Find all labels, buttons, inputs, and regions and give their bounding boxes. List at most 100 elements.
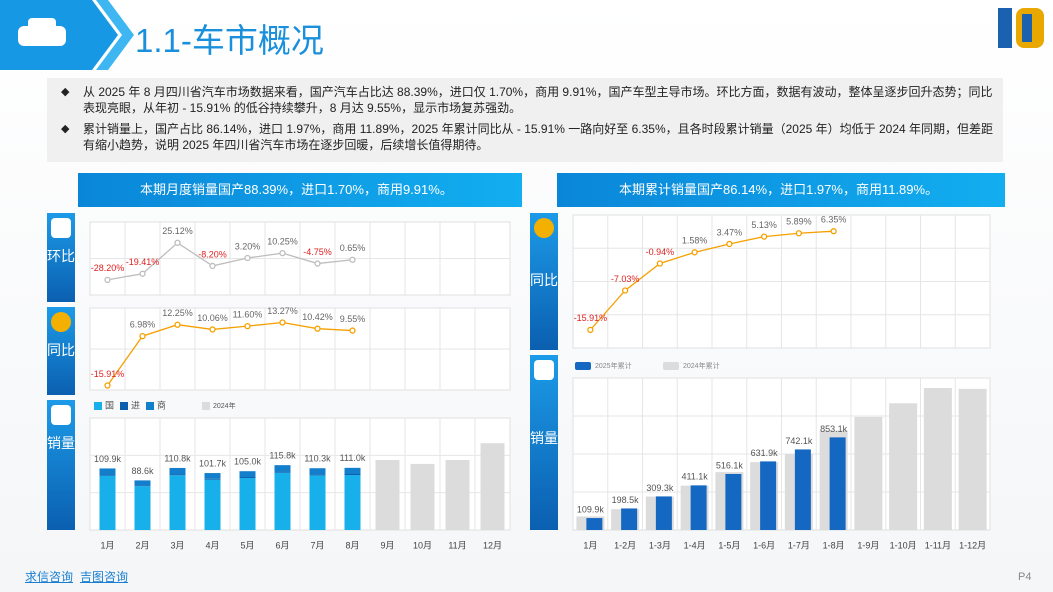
data-label: 25.12% <box>162 226 193 236</box>
bar-segment <box>134 480 151 486</box>
bar <box>480 443 505 530</box>
bar-segment <box>204 479 221 530</box>
point <box>244 322 251 330</box>
point <box>139 270 146 277</box>
line <box>589 230 834 331</box>
x-tick-label: 12月 <box>483 540 502 550</box>
bullet: 从 2025 年 8 月四川省汽车市场数据来看，国产汽车占比达 88.39%，进… <box>55 84 995 116</box>
legend-swatch <box>575 362 591 370</box>
x-tick-label: 1月 <box>100 540 114 550</box>
data-label: -15.91% <box>574 313 608 323</box>
point <box>279 249 286 257</box>
bar-segment <box>169 467 186 475</box>
point <box>349 327 356 334</box>
side-text: 同比 <box>47 342 75 358</box>
bar <box>794 449 811 530</box>
point <box>139 332 146 340</box>
point <box>314 325 321 332</box>
legend-swatch <box>146 402 154 410</box>
point <box>104 276 111 283</box>
side-text: 销量 <box>47 435 75 451</box>
point <box>830 228 837 235</box>
data-label: 5.13% <box>751 220 777 230</box>
side-text: 环比 <box>47 248 75 264</box>
point <box>587 326 594 334</box>
data-label: -7.03% <box>611 274 640 284</box>
data-label: 10.25% <box>267 236 298 246</box>
side-text: 同比 <box>530 272 558 288</box>
data-label: -19.41% <box>126 257 160 267</box>
point <box>795 230 803 237</box>
x-tick-label: 6月 <box>275 540 289 550</box>
data-label: -8.20% <box>198 249 227 259</box>
bar-segment <box>99 474 116 476</box>
side-label: 同比 <box>47 307 75 395</box>
bar-segment <box>239 471 256 478</box>
x-tick-label: 10月 <box>413 540 432 550</box>
line <box>106 321 353 386</box>
footer-link[interactable]: 吉图咨询 <box>80 570 129 584</box>
data-label: 109.9k <box>94 454 122 464</box>
data-label: 10.06% <box>197 313 228 323</box>
bar-segment <box>344 467 361 474</box>
point <box>104 382 111 389</box>
bar <box>760 461 777 530</box>
summary: 从 2025 年 8 月四川省汽车市场数据来看，国产汽车占比达 88.39%，进… <box>47 78 1003 162</box>
x-tick-label: 1-11月 <box>925 540 951 550</box>
legend-label: 进 <box>131 400 140 410</box>
footer-link[interactable]: 求信咨询 <box>25 570 74 584</box>
car-icon-top <box>28 18 56 30</box>
data-label: 742.1k <box>785 436 813 446</box>
x-tick-label: 1-6月 <box>753 540 775 550</box>
bar-segment <box>99 468 116 475</box>
side-text: 销量 <box>530 430 558 446</box>
data-label: 6.98% <box>130 319 156 329</box>
legend-label: 2025年累计 <box>595 361 632 370</box>
x-tick-label: 3月 <box>170 540 184 550</box>
data-label: 198.5k <box>612 495 640 505</box>
x-tick-label: 1-3月 <box>649 540 671 550</box>
data-label: -4.75% <box>303 247 332 257</box>
bar <box>621 508 638 530</box>
legend-swatch <box>202 402 210 410</box>
header-chevron <box>96 0 134 70</box>
data-label: 11.60% <box>233 310 263 320</box>
data-label: 109.9k <box>577 504 605 514</box>
data-label: 0.65% <box>340 243 366 253</box>
x-tick-label: 9月 <box>380 540 394 550</box>
x-tick-label: 7月 <box>310 540 324 550</box>
x-tick-label: 1-10月 <box>890 540 917 550</box>
point <box>349 256 356 263</box>
bar <box>923 387 952 530</box>
legend-label: 商 <box>157 399 166 410</box>
point <box>621 287 629 294</box>
banner: 本期月度销量国产88.39%，进口1.70%，商用9.91%。 <box>78 173 522 207</box>
bar <box>889 403 918 530</box>
data-label: 12.25% <box>162 308 193 318</box>
bar-segment <box>169 475 186 530</box>
data-label: -0.94% <box>646 247 675 257</box>
legend-label: 2024年累计 <box>683 361 720 370</box>
bar-segment <box>274 472 291 530</box>
bar <box>854 416 883 530</box>
bar <box>829 437 846 530</box>
legend-swatch <box>120 402 128 410</box>
data-label: 115.8k <box>269 451 296 461</box>
point <box>760 233 768 240</box>
side-label: 同比 <box>530 213 558 350</box>
x-tick-label: 1-5月 <box>718 540 740 550</box>
x-tick-label: 1-2月 <box>614 540 636 550</box>
x-tick-label: 1-12月 <box>959 540 986 550</box>
bar-segment <box>344 475 361 530</box>
bar-segment <box>309 474 326 476</box>
data-label: 5.89% <box>786 217 812 227</box>
data-label: 516.1k <box>716 460 744 470</box>
x-tick-label: 5月 <box>240 540 254 550</box>
point <box>691 249 698 256</box>
data-label: 110.8k <box>164 453 191 463</box>
x-tick-label: 1-4月 <box>684 540 706 550</box>
point <box>209 326 216 333</box>
bar <box>586 518 603 530</box>
